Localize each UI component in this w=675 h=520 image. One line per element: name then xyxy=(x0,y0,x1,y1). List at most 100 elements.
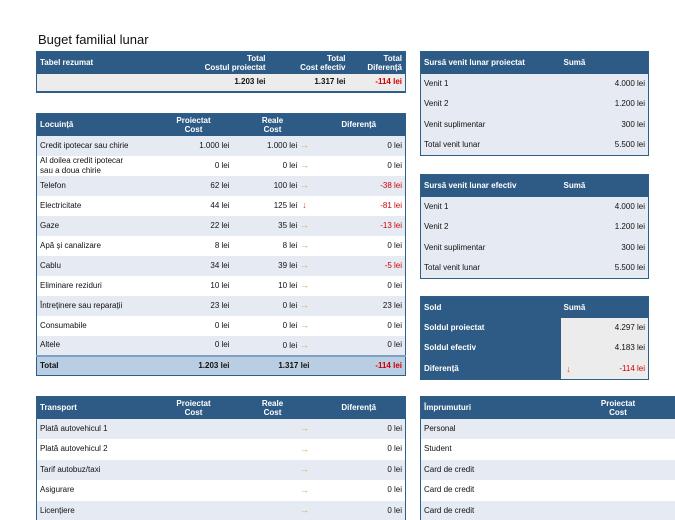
arrow-right-icon: → xyxy=(300,484,309,495)
income-source: Total venit lunar xyxy=(420,135,561,156)
actual-cost: → xyxy=(232,480,313,501)
income-amount: 5.500 lei xyxy=(560,258,649,279)
arrow-down-icon: ↓ xyxy=(302,200,307,210)
loans-row: Card de credit xyxy=(420,500,675,520)
difference: -13 lei xyxy=(312,215,406,236)
actual-cost-value: 0 lei xyxy=(282,321,298,330)
actual-cost-value: 100 lei xyxy=(273,181,298,190)
arrow-right-icon: → xyxy=(300,160,309,170)
actual-cost-value: 125 lei xyxy=(273,201,298,210)
actual-cost: 1.000 lei → xyxy=(232,135,313,156)
projected-cost xyxy=(154,418,233,439)
loans-row: Student xyxy=(420,439,675,460)
row-label: Licențiere xyxy=(36,500,155,520)
row-label: Asigurare xyxy=(36,480,155,501)
balance-value: ↓ -114 lei xyxy=(560,358,649,379)
housing-row: Gaze 22 lei 35 lei → -13 lei xyxy=(36,215,406,236)
transport-header-projected: Proiectat Cost xyxy=(154,396,233,419)
housing-row: Electricitate 44 lei 125 lei ↓ -81 lei xyxy=(36,195,406,216)
actual-cost: 125 lei ↓ xyxy=(232,195,313,216)
arrow-right-icon: → xyxy=(300,505,309,515)
actual-cost: 10 lei → xyxy=(232,275,313,296)
difference: 0 lei xyxy=(312,439,406,460)
projected-cost: 0 lei xyxy=(154,335,233,356)
income-projected-table: Sursă venit lunar proiectat Sumă Venit 1… xyxy=(420,51,649,156)
loans-header-projected: Proiectat Cost xyxy=(560,396,675,419)
balance-value-text: 4.183 lei xyxy=(614,343,645,353)
actual-cost-value: 35 lei xyxy=(278,221,298,230)
projected-cost: 10 lei xyxy=(154,275,233,296)
total-actual: 1.317 lei xyxy=(232,354,313,376)
loan-type: Card de credit xyxy=(420,459,561,480)
row-label: Altele xyxy=(36,335,155,356)
balance-label-text: Soldul efectiv xyxy=(424,343,477,353)
housing-row: Credit ipotecar sau chirie 1.000 lei 1.000… xyxy=(36,135,406,156)
actual-cost: → xyxy=(232,500,313,520)
difference: 0 lei xyxy=(312,155,406,176)
income-amount: 1.200 lei xyxy=(560,217,649,238)
loan-type: Card de credit xyxy=(420,500,561,520)
income-source: Venit 2 xyxy=(420,217,561,238)
housing-header-label: Locuință xyxy=(36,113,155,136)
arrow-right-icon: → xyxy=(300,320,309,330)
difference: -38 lei xyxy=(312,175,406,196)
summary-diff-value: -114 lei xyxy=(348,73,406,92)
actual-cost-value: 0 lei xyxy=(282,301,298,310)
balance-label: Diferență xyxy=(420,358,561,379)
transport-row: Plată autovehicul 2 → 0 lei xyxy=(36,439,406,460)
loan-type: Card de credit xyxy=(420,480,561,501)
balance-label-text: Soldul proiectat xyxy=(424,322,485,332)
projected-cost xyxy=(154,500,233,520)
housing-row: Consumabile 0 lei 0 lei → 0 lei xyxy=(36,315,406,336)
row-label: Eliminare reziduri xyxy=(36,275,155,296)
arrow-right-icon: → xyxy=(300,464,309,475)
balance-label: Soldul proiectat xyxy=(420,317,561,338)
transport-table: Transport Proiectat Cost Reale Cost Difere… xyxy=(36,396,406,520)
income-actual-header-label: Sursă venit lunar efectiv xyxy=(420,174,561,197)
actual-cost-value: 0 lei xyxy=(282,161,298,170)
balance-value: 4.297 lei xyxy=(560,317,649,338)
row-label: Apă și canalizare xyxy=(36,235,155,256)
arrow-right-icon: → xyxy=(300,140,309,150)
summary-header-label: Tabel rezumat xyxy=(36,51,155,74)
actual-cost: → xyxy=(232,439,313,460)
income-actual-table: Sursă venit lunar efectiv Sumă Venit 1 4.… xyxy=(420,174,649,279)
loan-projected-cost xyxy=(560,500,675,520)
balance-label-text: Diferență xyxy=(424,363,459,373)
housing-row: Altele 0 lei 0 lei → 0 lei xyxy=(36,335,406,356)
balance-row: Soldul proiectat 4.297 lei xyxy=(420,317,649,338)
transport-row: Asigurare → 0 lei xyxy=(36,480,406,501)
income_projected-row: Venit suplimentar 300 lei xyxy=(420,114,649,135)
row-label: Electricitate xyxy=(36,195,155,216)
income-amount: 4.000 lei xyxy=(560,196,649,217)
loans-header-label: Împrumuturi xyxy=(420,396,561,419)
difference: 0 lei xyxy=(312,480,406,501)
difference: 0 lei xyxy=(312,418,406,439)
difference: 0 lei xyxy=(312,275,406,296)
difference: 0 lei xyxy=(312,335,406,356)
income-source: Venit 1 xyxy=(420,73,561,94)
housing-row: Al doilea credit ipotecar sau a doua chir… xyxy=(36,155,406,176)
income-amount: 300 lei xyxy=(560,114,649,135)
income-source: Venit 2 xyxy=(420,94,561,115)
row-label: Tarif autobuz/taxi xyxy=(36,459,155,480)
row-label: Gaze xyxy=(36,215,155,236)
difference: 0 lei xyxy=(312,235,406,256)
total-label: Total xyxy=(36,354,155,376)
difference: 0 lei xyxy=(312,135,406,156)
income_actual-row: Venit 1 4.000 lei xyxy=(420,196,649,217)
actual-cost: 0 lei → xyxy=(232,295,313,316)
housing-row: Cablu 34 lei 39 lei → -5 lei xyxy=(36,255,406,276)
loan-projected-cost xyxy=(560,480,675,501)
housing-header-diff: Diferență xyxy=(312,113,406,136)
projected-cost xyxy=(154,439,233,460)
transport-header-diff: Diferență xyxy=(312,396,406,419)
actual-cost: 100 lei → xyxy=(232,175,313,196)
income-source: Venit suplimentar xyxy=(420,237,561,258)
summary-header-actual: Total Cost efectiv xyxy=(268,51,349,74)
projected-cost: 23 lei xyxy=(154,295,233,316)
row-label: Al doilea credit ipotecar sau a doua chir… xyxy=(36,155,155,176)
arrow-right-icon: → xyxy=(300,180,309,190)
balance-value-text: -114 lei xyxy=(619,363,645,373)
actual-cost-value: 10 lei xyxy=(278,281,298,290)
